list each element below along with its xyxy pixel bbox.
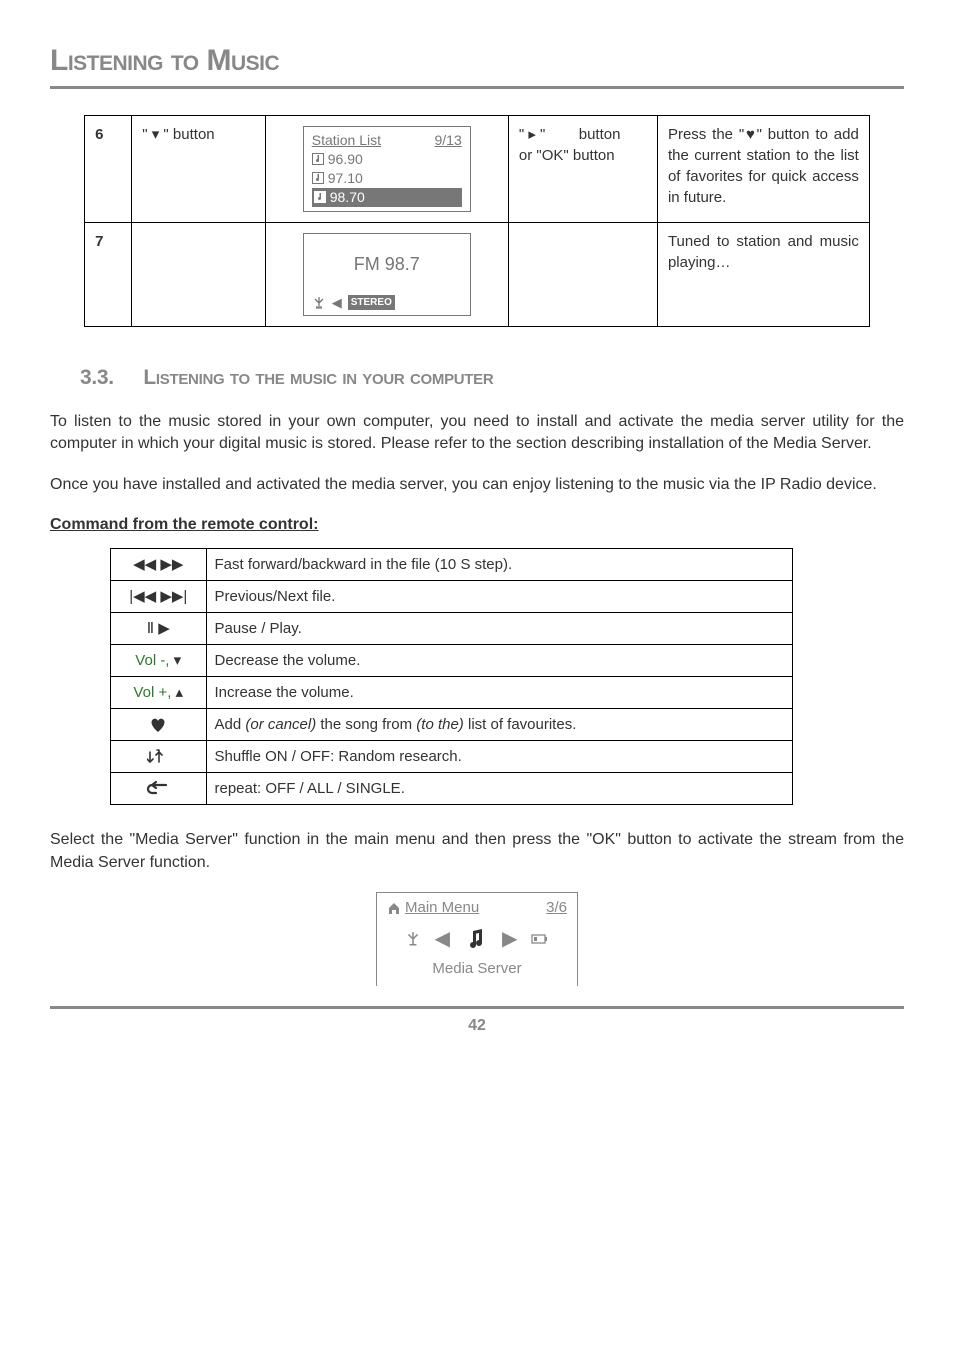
note-icon: [312, 172, 324, 184]
paragraph: To listen to the music stored in your ow…: [50, 411, 904, 456]
description-cell: Tuned to station and music playing…: [657, 222, 869, 327]
right-triangle-icon: ▶: [502, 924, 517, 954]
home-icon: [387, 901, 401, 915]
step-number: 7: [85, 222, 132, 327]
cmd-text: Shuffle ON / OFF: Random research.: [206, 741, 793, 773]
antenna-icon: [405, 931, 421, 947]
fav-pre: Add: [215, 716, 246, 733]
button-cell: " ▸ " button or "OK" button: [508, 116, 657, 223]
cmd-text: Add (or cancel) the song from (to the) l…: [206, 709, 793, 741]
title-divider: [50, 86, 904, 89]
lcd-station-list: Station List 9/13 96.90 97.10 98.70: [303, 126, 471, 212]
lcd-item: 97.10: [328, 169, 363, 188]
step-number: 6: [85, 116, 132, 223]
note-icon: [314, 191, 326, 203]
procedure-table: 6 " ▾ " button Station List 9/13 96.90 9…: [84, 115, 870, 327]
page-title: Listening to Music: [50, 40, 904, 82]
input-cell: " ▾ " button: [132, 116, 265, 223]
footer-divider: [50, 1006, 904, 1009]
note-icon: [312, 153, 324, 165]
fav-post: list of favourites.: [464, 716, 577, 733]
lcd-count: 9/13: [434, 131, 461, 150]
fav-mid: the song from: [316, 716, 416, 733]
fav-i1: (or cancel): [245, 716, 316, 733]
section-heading: 3.3. Listening to the music in your comp…: [80, 363, 904, 392]
lcd-row: 97.10: [312, 169, 462, 188]
input-post: " button: [159, 126, 214, 143]
section-title: Listening to the music in your computer: [143, 366, 493, 389]
lcd-row: 96.90: [312, 150, 462, 169]
right-triangle-icon: ▸: [528, 126, 536, 143]
shuffle-icon: [111, 741, 207, 773]
table-row: Ⅱ ▶ Pause / Play.: [111, 613, 793, 645]
fav-i2: (to the): [416, 716, 464, 733]
menu-screenshot: Main Menu 3/6 ◀ ▶ Media Server: [50, 892, 904, 986]
heart-icon: [111, 709, 207, 741]
vol-plus-label: Vol +,: [133, 684, 171, 701]
cmd-text: Increase the volume.: [206, 677, 793, 709]
cmd-icon: Vol -, ▾: [111, 645, 207, 677]
page-number: 42: [50, 1015, 904, 1037]
screen-cell: FM 98.7 ◀ STEREO: [265, 222, 508, 327]
input-cell: [132, 222, 265, 327]
table-row: 6 " ▾ " button Station List 9/13 96.90 9…: [85, 116, 870, 223]
lcd-fm: FM 98.7 ◀ STEREO: [303, 233, 471, 317]
command-table: ◀◀ ▶▶ Fast forward/backward in the file …: [110, 548, 793, 805]
cmd-icon: Ⅱ ▶: [111, 613, 207, 645]
description-cell: Press the "♥" button to add the current …: [657, 116, 869, 223]
input-pre: ": [142, 126, 152, 143]
paragraph: Once you have installed and activated th…: [50, 474, 904, 496]
paragraph: Select the "Media Server" function in th…: [50, 829, 904, 874]
cmd-icon: Vol +, ▴: [111, 677, 207, 709]
menu-count: 3/6: [546, 897, 567, 920]
repeat-icon: [111, 773, 207, 805]
cmd-text: Previous/Next file.: [206, 581, 793, 613]
battery-icon: [531, 933, 549, 945]
cmd-text: repeat: OFF / ALL / SINGLE.: [206, 773, 793, 805]
lcd-item: 98.70: [330, 188, 365, 207]
speaker-icon: ◀: [332, 294, 342, 312]
cmd-text: Decrease the volume.: [206, 645, 793, 677]
table-row: Shuffle ON / OFF: Random research.: [111, 741, 793, 773]
lcd-item: 96.90: [328, 150, 363, 169]
lcd-title: Station List: [312, 131, 381, 150]
button-cell: [508, 222, 657, 327]
lcd-main-menu: Main Menu 3/6 ◀ ▶ Media Server: [376, 892, 578, 986]
cmd-icon: |◀◀ ▶▶|: [111, 581, 207, 613]
table-row: Vol +, ▴ Increase the volume.: [111, 677, 793, 709]
cmd-icon: ◀◀ ▶▶: [111, 549, 207, 581]
cmd-text: Pause / Play.: [206, 613, 793, 645]
menu-icons-row: ◀ ▶: [387, 924, 567, 954]
table-row: |◀◀ ▶▶| Previous/Next file.: [111, 581, 793, 613]
stereo-badge: STEREO: [348, 295, 395, 311]
left-triangle-icon: ◀: [435, 924, 450, 954]
lcd-freq: FM 98.7: [312, 238, 462, 294]
antenna-icon: [312, 296, 326, 310]
table-row: ◀◀ ▶▶ Fast forward/backward in the file …: [111, 549, 793, 581]
lcd-row-selected: 98.70: [312, 188, 462, 207]
table-row: Add (or cancel) the song from (to the) l…: [111, 709, 793, 741]
table-row: Vol -, ▾ Decrease the volume.: [111, 645, 793, 677]
cmd-text: Fast forward/backward in the file (10 S …: [206, 549, 793, 581]
table-row: 7 FM 98.7 ◀ STEREO Tuned to station and …: [85, 222, 870, 327]
btn-pre: ": [519, 126, 529, 143]
table-row: repeat: OFF / ALL / SINGLE.: [111, 773, 793, 805]
menu-title: Main Menu: [405, 897, 479, 920]
vol-minus-label: Vol -,: [135, 652, 169, 669]
menu-label: Media Server: [387, 958, 567, 981]
music-note-icon: [464, 927, 488, 951]
screen-cell: Station List 9/13 96.90 97.10 98.70: [265, 116, 508, 223]
btn-line2: or "OK" button: [519, 145, 647, 166]
section-number: 3.3.: [80, 366, 114, 389]
btn-post: " button: [536, 126, 621, 143]
command-heading: Command from the remote control:: [50, 514, 904, 536]
